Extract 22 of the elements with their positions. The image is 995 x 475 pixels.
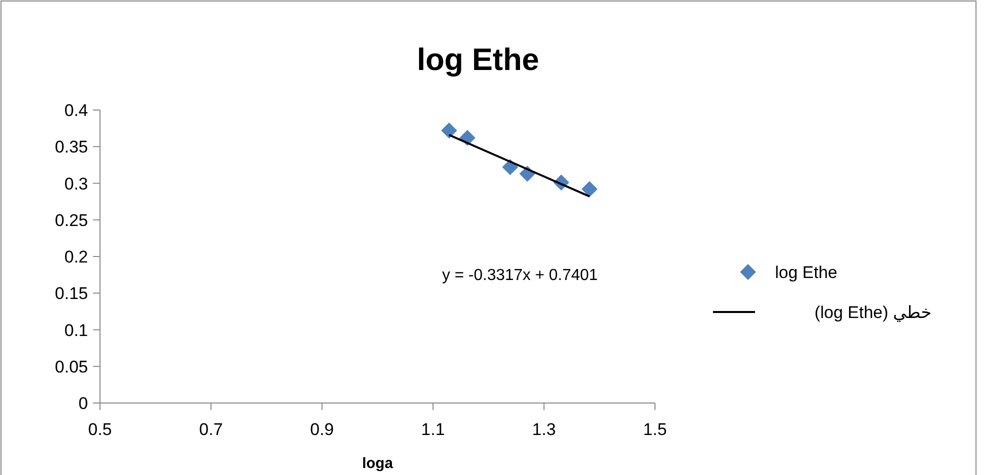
y-tick-label: 0.1 — [64, 320, 88, 340]
point — [582, 181, 598, 198]
x-tick-label: 1.5 — [643, 420, 667, 439]
y-tick-label: 0.25 — [54, 210, 88, 230]
annotation: y = -0.3317x + 0.7401 — [442, 267, 598, 284]
text: خطي (log Ethe) — [814, 303, 932, 322]
x-tick-label: 1.1 — [421, 420, 445, 439]
legend-label: log Ethe — [775, 263, 838, 282]
y-tick-label: 0.4 — [64, 101, 88, 120]
y-tick-label: 0.3 — [64, 174, 88, 194]
y-tick-label: 0.35 — [54, 138, 88, 157]
y-tick-label: 0.05 — [54, 357, 88, 376]
y-tick-label: 0.15 — [54, 284, 88, 304]
x-tick-label: 0.9 — [310, 420, 334, 439]
point — [441, 122, 458, 139]
x-tick-label: 0.5 — [88, 420, 112, 439]
x-axis-title: loga — [362, 455, 394, 472]
x-tick-label: 0.7 — [199, 420, 223, 439]
chart-title: log Ethe — [416, 42, 540, 77]
y-tick-label: 0 — [78, 394, 88, 413]
y-tick-label: 0.2 — [64, 248, 88, 266]
x-tick-label: 1.3 — [532, 420, 556, 439]
